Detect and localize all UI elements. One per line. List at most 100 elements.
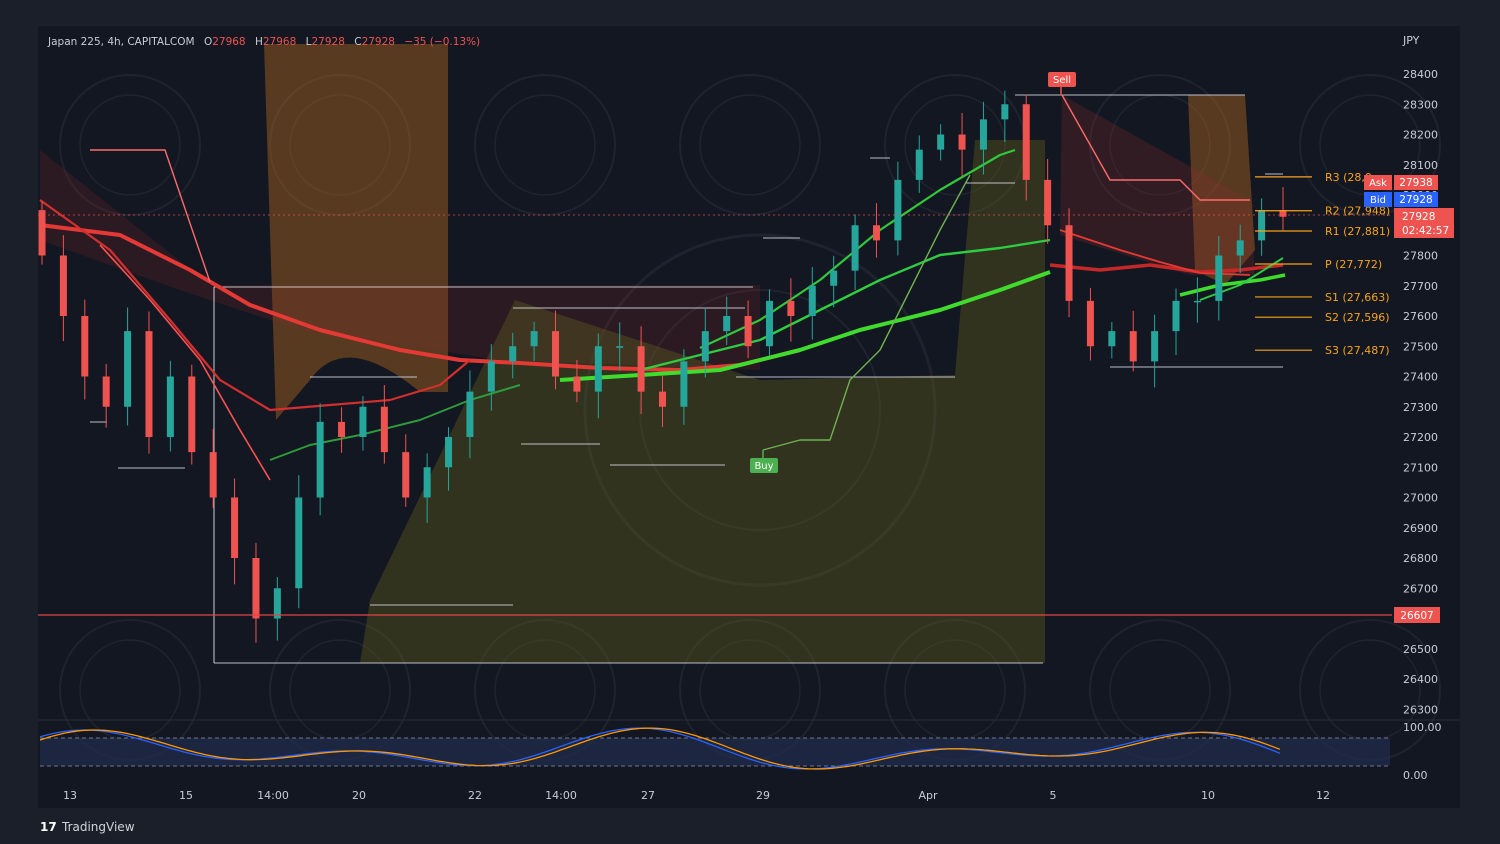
candle-28 xyxy=(637,326,645,415)
candle-44 xyxy=(979,101,987,175)
pivot-label-4: S1 (27,663) xyxy=(1325,291,1390,304)
open-value: 27968 xyxy=(212,36,245,48)
candle-13 xyxy=(316,403,324,516)
bar-countdown: 02:42:57 xyxy=(1402,225,1449,237)
ema-green-late-2 xyxy=(1199,257,1284,301)
zone-olive-1 xyxy=(360,140,1045,663)
candle-55 xyxy=(1215,235,1223,321)
price-tick-26400: 26400 xyxy=(1403,673,1438,686)
candle-body-21 xyxy=(487,361,495,392)
candle-11 xyxy=(273,577,281,641)
ask-label: Ask xyxy=(1369,178,1387,189)
candle-body-43 xyxy=(958,134,966,150)
oscillator-pane[interactable]: 100.00 0.00 xyxy=(38,719,1460,782)
tradingview-logo[interactable]: 17 TradingView xyxy=(40,820,135,834)
candle-57 xyxy=(1258,198,1266,256)
currency-label[interactable]: JPY xyxy=(1402,34,1420,47)
candle-18 xyxy=(423,453,431,523)
symbol-name[interactable]: Japan 225, 4h, CAPITALCOM xyxy=(47,36,195,48)
candle-6 xyxy=(166,360,174,452)
trail-green xyxy=(762,174,971,451)
candle-body-48 xyxy=(1065,225,1073,301)
candle-body-35 xyxy=(787,300,795,316)
candle-52 xyxy=(1151,314,1159,388)
ask-badge: Ask 27938 xyxy=(1364,175,1438,190)
candle-46 xyxy=(1022,94,1030,201)
candle-56 xyxy=(1236,224,1244,274)
high-value: 27968 xyxy=(263,36,296,48)
candle-body-13 xyxy=(316,421,324,498)
candle-body-55 xyxy=(1215,255,1223,301)
candle-body-47 xyxy=(1044,179,1052,226)
candle-body-29 xyxy=(659,391,666,407)
pivot-label-1: R2 (27,948) xyxy=(1325,205,1390,218)
pivot-label-3: P (27,772) xyxy=(1325,258,1382,271)
candle-body-22 xyxy=(509,346,517,362)
candle-body-25 xyxy=(573,376,581,392)
tv-brand-label: TradingView xyxy=(61,820,135,834)
candle-body-16 xyxy=(380,406,388,453)
buy-signal[interactable]: Buy xyxy=(750,450,778,473)
candle-body-10 xyxy=(252,558,260,619)
support-value: 26607 xyxy=(1400,610,1433,622)
close-label: C xyxy=(354,36,361,48)
candle-20 xyxy=(466,370,474,459)
candle-2 xyxy=(81,299,89,400)
candle-body-20 xyxy=(466,391,474,437)
candle-body-9 xyxy=(231,497,239,558)
candle-15 xyxy=(359,396,367,451)
candle-42 xyxy=(937,124,945,161)
candle-body-38 xyxy=(851,225,859,271)
candle-body-34 xyxy=(765,300,773,347)
candle-body-56 xyxy=(1236,240,1244,256)
zone-red-2 xyxy=(1060,95,1255,275)
zone-orange-2 xyxy=(1188,95,1255,285)
ema-green-mid xyxy=(639,238,1051,372)
candle-body-12 xyxy=(295,497,303,589)
candle-body-58 xyxy=(1279,210,1287,217)
bid-label: Bid xyxy=(1370,195,1386,206)
candle-21 xyxy=(487,344,495,411)
support-badge: 26607 xyxy=(1394,607,1440,623)
candle-body-31 xyxy=(701,331,709,362)
candle-16 xyxy=(380,384,388,464)
candle-body-5 xyxy=(145,331,153,437)
watermark-inner-1 xyxy=(289,94,391,196)
candle-body-19 xyxy=(445,437,453,468)
candle-30 xyxy=(680,349,688,425)
candle-body-49 xyxy=(1086,300,1094,347)
time-tick-6: 27 xyxy=(641,789,655,802)
candle-body-42 xyxy=(937,134,945,150)
price-tick-26900: 26900 xyxy=(1403,522,1438,535)
candle-24 xyxy=(552,310,560,390)
candle-body-8 xyxy=(209,452,217,498)
candle-body-24 xyxy=(552,331,560,377)
shaded-zones xyxy=(40,44,1255,663)
open-label: O xyxy=(204,36,212,48)
time-tick-0: 13 xyxy=(63,789,77,802)
ema-red-slow xyxy=(39,223,801,372)
time-tick-7: 29 xyxy=(756,789,770,802)
change-value: −35 (−0.13%) xyxy=(404,36,480,48)
sell-signal[interactable]: Sell xyxy=(1048,72,1076,95)
candle-14 xyxy=(338,407,346,453)
candle-body-23 xyxy=(530,331,538,347)
candle-51 xyxy=(1129,310,1137,372)
price-tick-28100: 28100 xyxy=(1403,159,1438,172)
candle-body-11 xyxy=(273,588,281,619)
time-axis[interactable]: 13 15 14:00 20 22 14:00 27 29 Apr 5 10 12 xyxy=(63,789,1330,802)
candle-body-15 xyxy=(359,406,367,437)
last-price-value: 27928 xyxy=(1402,211,1435,223)
candle-7 xyxy=(188,364,196,465)
candle-27 xyxy=(616,322,624,371)
oscillator-d-line xyxy=(39,727,1281,770)
candle-9 xyxy=(231,478,239,585)
time-tick-1: 15 xyxy=(179,789,193,802)
price-scale-panel[interactable] xyxy=(1392,26,1460,808)
candle-45 xyxy=(1001,90,1009,143)
trail-red-1 xyxy=(90,149,211,283)
candle-54 xyxy=(1193,277,1201,323)
candles[interactable] xyxy=(38,90,1287,643)
price-tick-27700: 27700 xyxy=(1403,280,1438,293)
moving-averages xyxy=(39,94,1286,481)
